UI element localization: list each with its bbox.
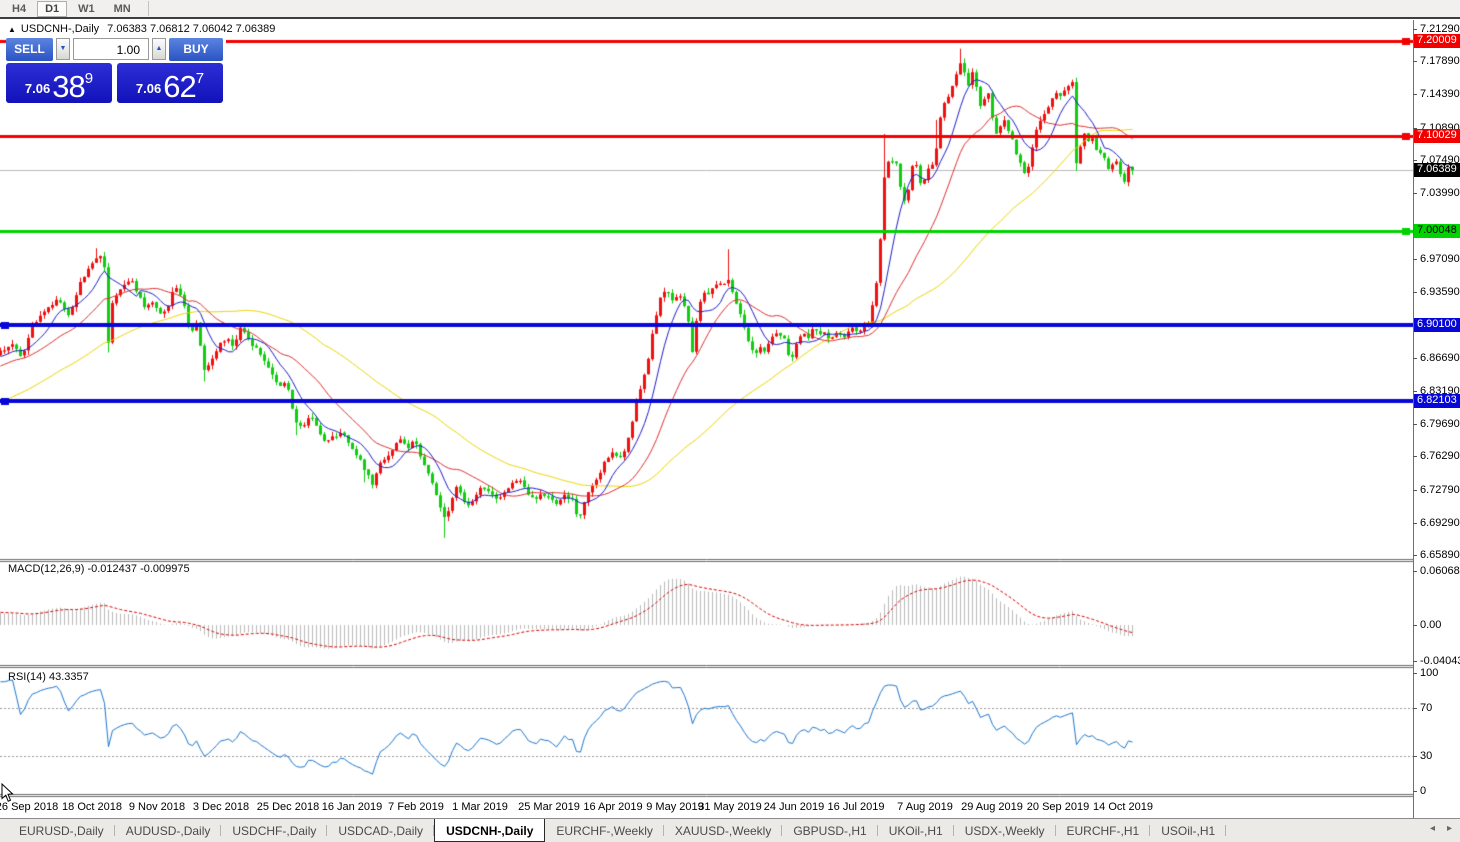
rsi-axis-tick: 100 <box>1412 667 1439 679</box>
date-axis-label: 26 Sep 2018 <box>0 801 59 813</box>
sell-button[interactable]: SELL <box>6 38 53 61</box>
buy-price-display[interactable]: 7.06 62 7 <box>117 63 223 103</box>
timeframe-button-w1[interactable]: W1 <box>78 2 95 15</box>
macd-axis-tick: -0.040432 <box>1413 655 1460 667</box>
buy-price-prefix: 7.06 <box>135 81 162 96</box>
rsi-indicator-label: RSI(14) 43.3357 <box>8 671 89 683</box>
collapse-chart-icon[interactable]: ▲ <box>8 25 16 34</box>
chart-symbol-title: USDCNH-,Daily <box>20 23 100 35</box>
date-axis-label: 9 Nov 2018 <box>128 801 186 813</box>
date-axis-label: 16 Jul 2019 <box>827 801 885 813</box>
price-axis-tick: 7.14390 <box>1413 88 1460 101</box>
chart-tab-usdchf-daily[interactable]: USDCHF-,Daily <box>221 819 328 842</box>
chart-tab-usdcad-daily[interactable]: USDCAD-,Daily <box>327 819 434 842</box>
chart-tab-gbpusd-h1[interactable]: GBPUSD-,H1 <box>782 819 879 842</box>
buy-price-big-digits: 62 <box>163 69 196 104</box>
chart-tab-eurchf-h1[interactable]: EURCHF-,H1 <box>1056 819 1151 842</box>
mouse-cursor-icon <box>1 782 14 808</box>
price-axis-tick: 6.93590 <box>1413 285 1460 298</box>
chart-header: ▲ USDCNH-,Daily 7.06383 7.06812 7.06042 7.… <box>8 23 275 35</box>
price-axis-border <box>1413 20 1414 818</box>
date-axis-label: 18 Oct 2018 <box>62 801 122 813</box>
date-axis-label: 29 Aug 2019 <box>961 801 1023 813</box>
price-axis-tick: 6.97090 <box>1413 252 1460 265</box>
date-axis-label: 16 Apr 2019 <box>583 801 643 813</box>
price-axis: 7.21290 7.17890 7.14390 7.10890 7.07490 7.039… <box>1413 20 1460 800</box>
price-axis-tick: 6.86690 <box>1413 351 1460 364</box>
price-axis-tick: 6.79690 <box>1413 418 1460 431</box>
date-axis-label: 25 Dec 2018 <box>256 801 320 813</box>
volume-input[interactable]: 1.00 <box>73 38 149 60</box>
price-axis-tick: 7.17890 <box>1413 55 1460 68</box>
chart-tab-ukoil-h1[interactable]: UKOil-,H1 <box>878 819 954 842</box>
rsi-axis-tick: 30 <box>1412 749 1433 762</box>
date-axis-label: 3 Dec 2018 <box>192 801 250 813</box>
buy-price-pip-digit: 7 <box>195 70 205 87</box>
chart-tab-eurusd-daily[interactable]: EURUSD-,Daily <box>8 819 115 842</box>
chart-tab-eurchf-weekly[interactable]: EURCHF-,Weekly <box>545 819 665 842</box>
sell-price-display[interactable]: 7.06 38 9 <box>6 63 112 103</box>
timeframe-bar: H4 D1 W1 MN <box>0 0 1460 19</box>
tab-scroll-right-button[interactable]: ▸ <box>1446 823 1452 834</box>
price-axis-badge: 7.00048 <box>1414 223 1460 238</box>
price-axis-tick: 7.03990 <box>1413 187 1460 200</box>
macd-axis-tick: 0.00 <box>1412 619 1442 631</box>
date-axis-label: 24 Jun 2019 <box>763 801 825 813</box>
price-axis-tick: 7.21290 <box>1413 22 1460 35</box>
toolbar-separator <box>147 1 149 16</box>
price-axis-badge: 7.10029 <box>1414 128 1460 143</box>
timeframe-button-h4[interactable]: H4 <box>12 2 27 15</box>
date-axis-label: 20 Sep 2019 <box>1026 801 1090 813</box>
chart-canvas[interactable] <box>0 20 1413 798</box>
price-axis-tick: 7.07490 <box>1413 153 1460 166</box>
price-axis-tick: 6.83190 <box>1413 384 1460 397</box>
sell-price-prefix: 7.06 <box>24 81 51 96</box>
date-axis-label: 9 May 2019 <box>646 801 704 813</box>
date-axis-label: 25 Mar 2019 <box>518 801 580 813</box>
chart-tab-usdx-weekly[interactable]: USDX-,Weekly <box>954 819 1056 842</box>
buy-button[interactable]: BUY <box>169 38 223 61</box>
volume-increase-button[interactable]: ▲ <box>152 38 166 60</box>
chart-tab-usdcnh-daily[interactable]: USDCNH-,Daily <box>434 819 546 842</box>
date-axis-label: 1 Mar 2019 <box>452 801 508 813</box>
price-axis-badge: 7.20009 <box>1414 34 1460 48</box>
one-click-trading-panel: SELL ▼ 1.00 ▲ BUY 7.06 38 9 7.06 62 7 <box>6 38 226 105</box>
rsi-axis-tick: 70 <box>1412 702 1433 715</box>
price-axis-badge: 6.90100 <box>1414 318 1460 333</box>
date-axis-label: 7 Aug 2019 <box>897 801 953 813</box>
price-axis-badge: 7.06389 <box>1414 163 1460 178</box>
tab-scroll-controls: ◂ ▸ <box>1430 823 1452 834</box>
chart-tab-audusd-daily[interactable]: AUDUSD-,Daily <box>115 819 222 842</box>
price-axis-tick: 6.72790 <box>1413 483 1460 496</box>
chart-tab-list: EURUSD-,Daily AUDUSD-,Daily USDCHF-,Daily U… <box>0 818 1460 842</box>
price-axis-badge: 6.82103 <box>1414 394 1460 409</box>
rsi-axis-tick: 0 <box>1412 785 1427 797</box>
date-axis-label: 7 Feb 2019 <box>388 801 444 813</box>
tab-scroll-left-button[interactable]: ◂ <box>1429 823 1435 834</box>
date-axis-label: 16 Jan 2019 <box>321 801 383 813</box>
price-axis-tick: 6.65890 <box>1413 549 1460 562</box>
sell-price-big-digits: 38 <box>52 69 85 104</box>
date-axis-label: 31 May 2019 <box>698 801 762 813</box>
macd-axis-tick: 0.060687 <box>1413 565 1460 577</box>
timeframe-button-mn[interactable]: MN <box>113 2 131 15</box>
date-axis-label: 14 Oct 2019 <box>1093 801 1153 813</box>
chart-ohlc-values: 7.06383 7.06812 7.06042 7.06389 <box>107 23 276 35</box>
chart-tab-xauusd-weekly[interactable]: XAUUSD-,Weekly <box>664 819 783 842</box>
macd-indicator-label: MACD(12,26,9) -0.012437 -0.009975 <box>8 563 190 575</box>
price-axis-tick: 6.76290 <box>1413 450 1460 463</box>
sell-price-pip-digit: 9 <box>84 70 94 87</box>
timeframe-button-d1[interactable]: D1 <box>37 0 68 17</box>
chart-tab-usoil-h1[interactable]: USOil-,H1 <box>1150 819 1227 842</box>
price-axis-tick: 6.69290 <box>1413 516 1460 529</box>
volume-decrease-button[interactable]: ▼ <box>56 38 70 60</box>
